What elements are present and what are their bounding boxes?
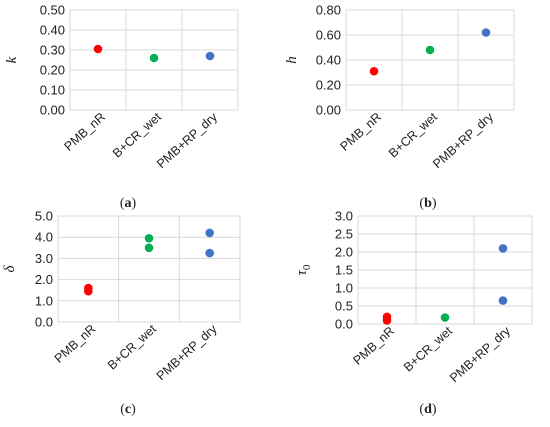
y-tick-label: 4.0	[35, 230, 53, 245]
y-tick-label: 0.00	[40, 103, 65, 118]
x-category-label: PMB_nR	[350, 324, 397, 368]
y-axis-label: τ0	[294, 264, 313, 275]
y-tick-label: 0.80	[316, 3, 341, 18]
data-point	[144, 233, 154, 243]
y-axis-label: δ	[2, 264, 18, 272]
panel-label: (c)	[120, 402, 136, 417]
y-tick-label: 0.20	[316, 78, 341, 93]
x-category-label: B+CR_wet	[105, 321, 159, 372]
x-category-label: B+CR_wet	[110, 109, 164, 160]
x-category-label: B+CR_wet	[386, 109, 440, 160]
y-tick-label: 2.5	[335, 227, 353, 242]
chart-panel-c: 0.0 1.0 2.0 3.0 4.0 5.0 PMB_nR B+CR_wetPMB+RP_d…	[2, 209, 241, 417]
y-tick-label: 5.0	[35, 209, 53, 224]
data-point	[498, 296, 508, 305]
data-point	[205, 51, 215, 61]
x-category-label: PMB_nR	[52, 322, 99, 366]
y-tick-label: 0.10	[40, 83, 65, 98]
panel-label: (b)	[419, 196, 436, 211]
chart-panel-d: 0.0 0.5 1.0 1.5 2.0 2.5 3.0 PMB_nR B+CR_wetPMB+R…	[294, 209, 533, 417]
y-axis-label: k	[4, 56, 20, 63]
data-point	[440, 313, 450, 322]
data-point	[84, 286, 93, 296]
x-category-label: PMB+RP_dry	[447, 323, 513, 385]
panel-label: (a)	[120, 196, 137, 211]
y-axis-label: h	[284, 56, 300, 64]
y-tick-label: 0.30	[40, 43, 65, 58]
data-point	[205, 248, 214, 258]
x-category-label: PMB+RP_dry	[430, 109, 496, 171]
y-tick-label: 0.60	[316, 28, 341, 43]
data-point	[425, 45, 435, 55]
x-category-label: PMB+RP_dry	[154, 321, 220, 383]
data-point	[93, 44, 103, 54]
y-tick-label: 2.0	[35, 272, 53, 287]
data-point	[382, 316, 392, 325]
data-point	[149, 53, 159, 63]
x-category-label: B+CR_wet	[401, 323, 455, 374]
x-category-label: PMB_nR	[337, 110, 384, 154]
y-tick-label: 2.0	[335, 245, 353, 260]
y-tick-label: 0.40	[40, 23, 65, 38]
y-tick-label: 1.0	[35, 293, 53, 308]
y-tick-label: 0.5	[335, 299, 353, 314]
x-category-label: PMB+RP_dry	[154, 109, 220, 171]
y-tick-label: 1.0	[335, 281, 353, 296]
panel-label: (d)	[419, 402, 436, 417]
y-tick-label: 0.0	[335, 317, 353, 332]
y-tick-label: 0.40	[316, 53, 341, 68]
x-category-label: PMB_nR	[61, 110, 108, 154]
data-point	[369, 66, 379, 76]
y-tick-label: 3.0	[335, 209, 353, 224]
y-tick-label: 0.20	[40, 63, 65, 78]
y-tick-label: 0.00	[316, 103, 341, 118]
data-point	[205, 228, 214, 238]
data-point	[481, 28, 491, 37]
y-tick-label: 0.0	[35, 315, 53, 330]
data-point	[144, 243, 154, 253]
chart-panel-a: 0.00 0.10 0.20 0.30 0.40 0.50 PMB_nR B+CR_wetPM…	[4, 3, 239, 211]
chart-panel-b: 0.00 0.20 0.40 0.60 0.80 PMB_nR B+CR_wetPMB+RP…	[284, 3, 515, 211]
data-point	[498, 244, 508, 253]
y-tick-label: 1.5	[335, 263, 353, 278]
y-tick-label: 0.50	[40, 3, 65, 18]
y-tick-label: 3.0	[35, 251, 53, 266]
